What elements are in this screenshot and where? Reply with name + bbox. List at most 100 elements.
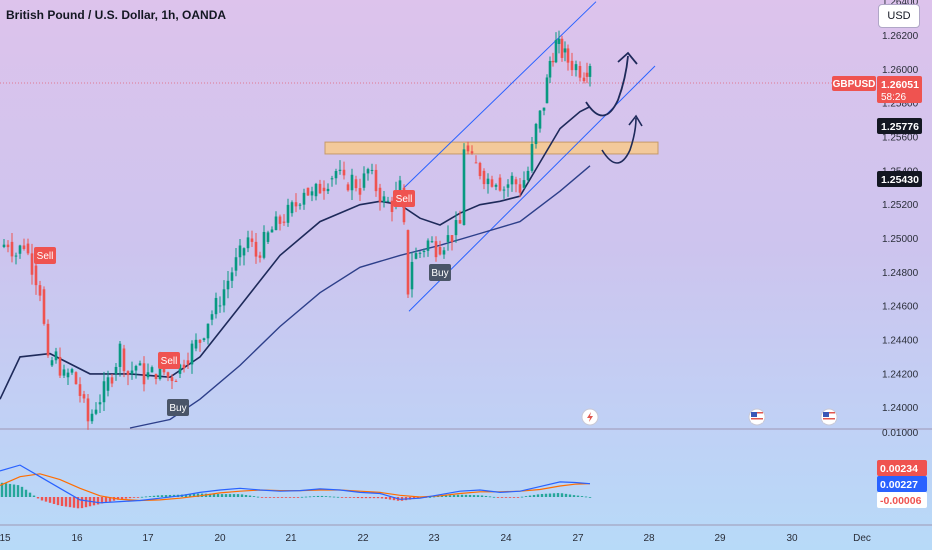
x-tick-label: 30 xyxy=(786,533,798,544)
candle-body xyxy=(298,204,302,206)
currency-button[interactable]: USD xyxy=(878,4,920,28)
candle-body xyxy=(238,245,242,258)
candle-body xyxy=(382,196,386,203)
candle-body xyxy=(466,145,470,152)
macd-histogram-bar xyxy=(576,495,580,497)
arrow-head-icon xyxy=(617,51,638,65)
macd-histogram-bar xyxy=(148,496,152,497)
macd-histogram-bar xyxy=(156,495,160,497)
macd-histogram-bar xyxy=(292,497,296,498)
macd-histogram-bar xyxy=(368,497,372,499)
candle-body xyxy=(6,244,10,248)
macd-histogram-bar xyxy=(152,495,156,497)
macd-histogram-bar xyxy=(16,485,20,497)
candle-body xyxy=(230,272,234,281)
macd-histogram-bar xyxy=(232,494,236,497)
candle-body xyxy=(78,384,82,396)
x-tick-label: 27 xyxy=(572,533,584,544)
candle-body xyxy=(506,184,510,188)
macd-histogram-bar xyxy=(52,497,56,504)
macd-histogram-bar xyxy=(40,497,44,501)
macd-histogram-bar xyxy=(572,495,576,497)
macd-histogram-bar xyxy=(20,486,24,497)
y-tick-label: 1.26000 xyxy=(882,65,919,76)
candle-body xyxy=(414,253,418,259)
candle-body xyxy=(270,229,274,233)
candle-body xyxy=(294,202,298,207)
macd-value: 0.00227 xyxy=(880,479,918,491)
macd-histogram-bar xyxy=(440,495,444,497)
macd-histogram-bar xyxy=(96,497,100,505)
arrow-head-icon xyxy=(628,114,643,127)
macd-histogram-bar xyxy=(76,497,80,509)
candle-body xyxy=(30,253,34,275)
last-price-badge xyxy=(877,76,922,103)
candle-body xyxy=(214,297,218,315)
macd-histogram-bar xyxy=(68,497,72,508)
macd-histogram-bar xyxy=(300,496,304,498)
macd-histogram-bar xyxy=(516,497,520,498)
candle-body xyxy=(370,169,374,171)
candle-body xyxy=(246,237,250,249)
countdown-value: 58:26 xyxy=(881,92,906,103)
macd-histogram-bar xyxy=(548,493,552,497)
x-tick-label: 28 xyxy=(643,533,655,544)
signal-label-sell: Sell xyxy=(396,194,413,205)
macd-histogram-bar xyxy=(320,495,324,497)
macd-histogram-bar xyxy=(0,482,4,497)
candle-body xyxy=(518,184,522,193)
candle-body xyxy=(406,230,410,295)
candle-body xyxy=(194,339,198,349)
macd-histogram-bar xyxy=(392,497,396,501)
candle-body xyxy=(98,402,102,405)
candle-body xyxy=(386,200,390,202)
macd-histogram-bar xyxy=(184,494,188,497)
candle-body xyxy=(338,169,342,171)
candle-body xyxy=(18,245,22,254)
macd-histogram-bar xyxy=(4,483,8,497)
macd-histogram-bar xyxy=(192,493,196,497)
candle-body xyxy=(146,372,150,378)
candle-body xyxy=(422,250,426,253)
signal-label-sell: Sell xyxy=(37,251,54,262)
macd-histogram-bar xyxy=(544,493,548,497)
macd-histogram-bar xyxy=(388,497,392,500)
candle-body xyxy=(330,178,334,180)
candle-body xyxy=(34,265,38,286)
macd-histogram-bar xyxy=(8,483,12,497)
y-tick-label: 1.25800 xyxy=(882,99,919,110)
macd-histogram-bar xyxy=(296,497,300,498)
y-tick-label: 1.24000 xyxy=(882,403,919,414)
candle-body xyxy=(542,107,546,111)
macd-histogram-bar xyxy=(360,497,364,499)
candle-body xyxy=(2,244,6,247)
macd-histogram-bar xyxy=(276,497,280,498)
candle-body xyxy=(390,200,394,212)
macd-histogram-bar xyxy=(508,497,512,498)
candle-body xyxy=(526,170,530,181)
signal-badge-sell xyxy=(34,247,56,264)
macd-histogram-bar xyxy=(372,497,376,499)
symbol-label: GBPUSD xyxy=(833,79,876,90)
macd-histogram-bar xyxy=(208,493,212,497)
candle-body xyxy=(130,370,134,374)
macd-histogram-bar xyxy=(448,495,452,497)
candle-body xyxy=(210,314,214,320)
us-flag-icon xyxy=(748,408,766,426)
macd-histogram-bar xyxy=(216,494,220,497)
candle-body xyxy=(110,377,114,384)
candle-body xyxy=(430,241,434,243)
macd-histogram-bar xyxy=(328,496,332,498)
macd-histogram-bar xyxy=(188,494,192,497)
x-tick-label: 15 xyxy=(0,533,11,544)
macd-histogram-bar xyxy=(444,495,448,497)
macd-histogram-bar xyxy=(380,497,384,499)
macd-histogram-bar xyxy=(384,497,388,500)
macd-histogram-bar xyxy=(248,495,252,497)
signal-label-buy: Buy xyxy=(431,268,448,279)
candle-body xyxy=(426,240,430,251)
candle-body xyxy=(22,245,26,249)
macd-line xyxy=(0,464,591,504)
macd-histogram-bar xyxy=(348,497,352,498)
